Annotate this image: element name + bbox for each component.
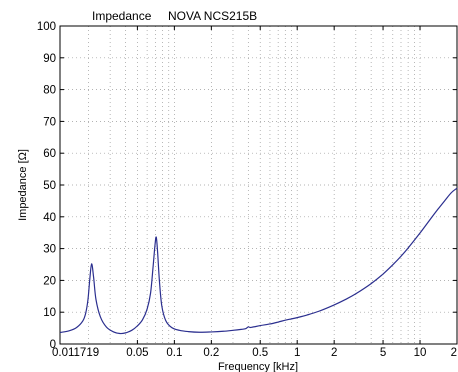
y-axis-title: Impedance [Ω] (17, 149, 29, 221)
x-tick-label: 0.1 (166, 347, 182, 359)
grid-lines (60, 26, 457, 344)
y-tick-label: 100 (37, 21, 56, 33)
chart-title-right: NOVA NCS215B (168, 9, 257, 23)
x-tick-label: 0.2 (203, 347, 219, 359)
y-tick-label: 80 (43, 85, 56, 97)
plot-frame (59, 25, 458, 345)
series-layer (59, 187, 458, 335)
y-tick-label: 40 (43, 212, 56, 224)
impedance-series-line (59, 187, 458, 335)
y-tick-label: 70 (43, 116, 56, 128)
y-tick-label: 50 (43, 180, 56, 192)
y-tick-label: 0 (50, 339, 56, 351)
x-tick-label: 2 (451, 347, 457, 359)
chart-title-left: Impedance (92, 9, 152, 23)
y-tick-label: 90 (43, 53, 56, 65)
x-tick-label: 0.05 (126, 347, 148, 359)
axis-ticks: 0 10 20 30 40 50 60 70 80 90 100 0.011719 0.05 0.1 0.2… (37, 21, 458, 359)
x-tick-label: 0.5 (252, 347, 268, 359)
y-tick-label: 60 (43, 148, 56, 160)
x-tick-label: 1 (294, 347, 300, 359)
x-tick-label: 0.011719 (52, 347, 99, 359)
x-tick-label: 2 (331, 347, 337, 359)
y-tick-label: 30 (43, 244, 56, 256)
x-tick-label: 10 (414, 347, 427, 359)
x-tick-label: 5 (380, 347, 386, 359)
y-tick-label: 10 (43, 307, 56, 319)
x-axis-title: Frequency [kHz] (218, 361, 298, 372)
y-tick-label: 20 (43, 275, 56, 287)
